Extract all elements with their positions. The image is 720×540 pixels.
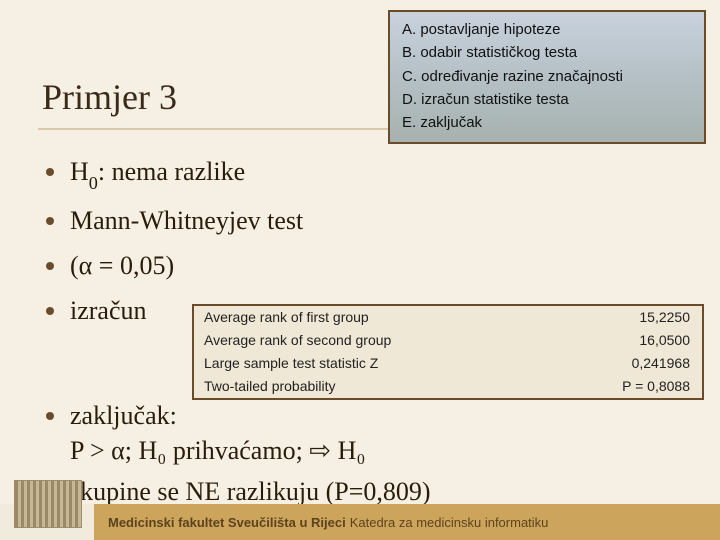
bullet-dot-icon <box>46 217 54 225</box>
table-cell-value: 15,2250 <box>627 308 690 327</box>
bullet-text: (α = 0,05) <box>70 248 666 283</box>
footer-rest: Katedra za medicinsku informatiku <box>350 515 549 530</box>
bullet-text: zaključak: P > α; H₀ prihvaćamo; ⇨ H₀ <box>70 398 666 468</box>
table-row: Average rank of first group 15,2250 <box>194 306 702 329</box>
table-cell-value: 16,0500 <box>627 331 690 350</box>
results-table: Average rank of first group 15,2250 Aver… <box>192 304 704 400</box>
steps-inset-box: postavljanje hipoteze odabir statističko… <box>388 10 706 144</box>
bullet-dot-icon <box>46 168 54 176</box>
bullet-item: H0: nema razlike <box>46 154 666 193</box>
slide: Primjer 3 postavljanje hipoteze odabir s… <box>0 0 720 540</box>
table-row: Large sample test statistic Z 0,241968 <box>194 352 702 375</box>
footer-strong: Medicinski fakultet Sveučilišta u Rijeci <box>108 515 346 530</box>
table-cell-value: P = 0,8088 <box>610 377 690 396</box>
steps-item: izračun statistike testa <box>400 88 694 111</box>
bullet-dot-icon <box>46 262 54 270</box>
footer-band: Medicinski fakultet Sveučilišta u Rijeci… <box>94 504 720 540</box>
page-title: Primjer 3 <box>42 76 177 118</box>
table-cell-value: 0,241968 <box>620 354 690 373</box>
table-cell-label: Average rank of second group <box>204 331 391 350</box>
table-cell-label: Average rank of first group <box>204 308 369 327</box>
bullet-item: Mann-Whitneyjev test <box>46 203 666 238</box>
bullet-dot-icon <box>46 412 54 420</box>
steps-item: određivanje razine značajnosti <box>400 65 694 88</box>
table-cell-label: Two-tailed probability <box>204 377 336 396</box>
bullet-item: zaključak: P > α; H₀ prihvaćamo; ⇨ H₀ <box>46 398 666 468</box>
bullet-text: Mann-Whitneyjev test <box>70 203 666 238</box>
steps-item: postavljanje hipoteze <box>400 18 694 41</box>
table-row: Average rank of second group 16,0500 <box>194 329 702 352</box>
bullet-text: H0: nema razlike <box>70 154 666 193</box>
table-cell-label: Large sample test statistic Z <box>204 354 378 373</box>
subscript: 0 <box>89 173 98 193</box>
slide-footer: Medicinski fakultet Sveučilišta u Rijeci… <box>0 504 720 540</box>
steps-list: postavljanje hipoteze odabir statističko… <box>400 18 694 134</box>
steps-item: zaključak <box>400 111 694 134</box>
text-fragment: : nema razlike <box>98 157 245 186</box>
steps-item: odabir statističkog testa <box>400 41 694 64</box>
bullet-dot-icon <box>46 307 54 315</box>
footer-logo <box>0 504 94 540</box>
bullet-item: (α = 0,05) <box>46 248 666 283</box>
text-fragment: H <box>70 157 89 186</box>
bullet-group-conclusion: zaključak: P > α; H₀ prihvaćamo; ⇨ H₀ sk… <box>46 394 666 515</box>
text-fragment: P > α; H₀ prihvaćamo; ⇨ H₀ <box>70 436 365 465</box>
text-fragment: zaključak: <box>70 401 177 430</box>
